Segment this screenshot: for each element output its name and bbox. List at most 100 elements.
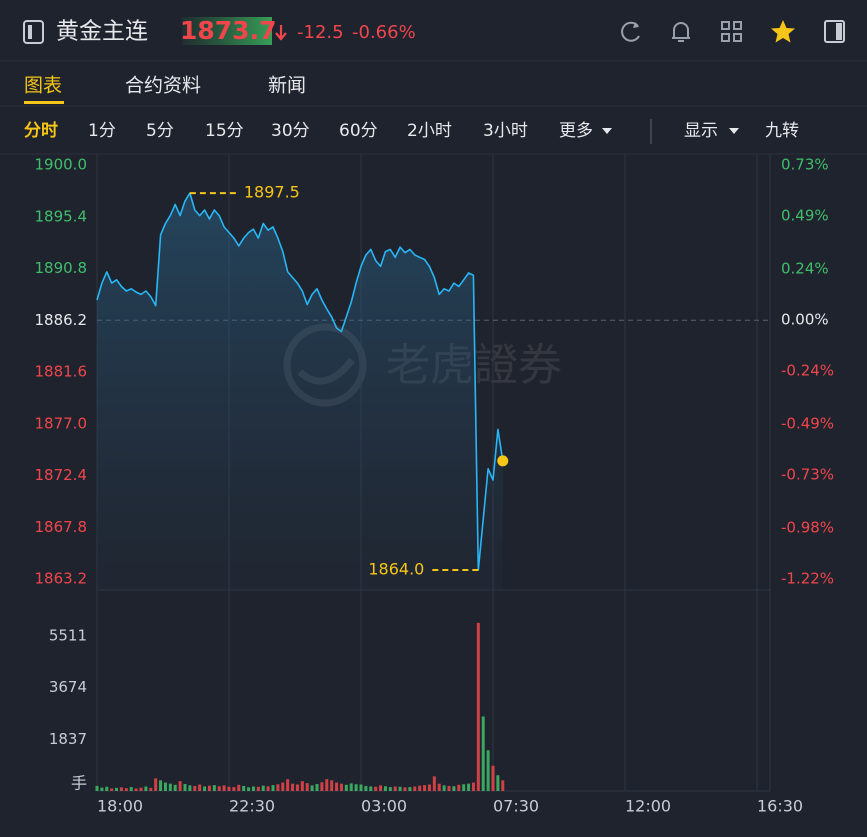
tab[interactable]: 图表 xyxy=(24,75,62,97)
volume-tick-label: 3674 xyxy=(49,678,87,696)
period-option[interactable]: 30分 xyxy=(271,121,310,141)
dropdown-caret xyxy=(729,128,739,134)
sidebar-icon[interactable] xyxy=(824,20,845,43)
volume-bar xyxy=(139,787,143,791)
volume-bar xyxy=(471,782,475,791)
volume-bar xyxy=(427,784,431,791)
refresh-icon-head xyxy=(633,22,639,28)
volume-bar xyxy=(295,784,299,791)
y-tick-label: 1886.2 xyxy=(35,311,88,329)
volume-bar xyxy=(212,785,216,791)
display-option[interactable]: 显示 xyxy=(684,121,718,141)
period-option[interactable]: 分时 xyxy=(24,121,58,141)
volume-bar xyxy=(432,776,436,791)
volume-bar xyxy=(129,787,133,791)
annotation-label: 1864.0 xyxy=(368,560,424,579)
last-price: 1873.7 xyxy=(180,16,276,45)
volume-bar xyxy=(325,779,329,791)
volume-bar xyxy=(203,786,207,791)
volume-bar xyxy=(266,786,270,791)
volume-bar xyxy=(462,784,466,791)
volume-bar xyxy=(207,785,211,791)
tab-underline xyxy=(24,101,64,104)
volume-bar xyxy=(452,786,456,791)
y2-tick-label: 0.00% xyxy=(781,310,829,328)
volume-bar xyxy=(305,783,309,791)
price-flash xyxy=(182,17,272,45)
volume-tick-label: 5511 xyxy=(49,627,87,645)
volume-bar xyxy=(491,765,495,791)
volume-bar xyxy=(486,750,490,791)
last-price-dot xyxy=(497,455,509,467)
volume-bar xyxy=(105,786,109,791)
volume-bar xyxy=(286,779,290,791)
volume-bar xyxy=(124,788,128,791)
favorite-star[interactable] xyxy=(771,20,795,43)
volume-bar xyxy=(198,784,202,791)
period-option[interactable]: 2小时 xyxy=(407,121,452,141)
period-option[interactable]: 更多 xyxy=(559,121,593,141)
volume-bar xyxy=(320,782,324,791)
volume-bar xyxy=(232,787,236,791)
volume-bar xyxy=(354,784,358,791)
y-tick-label: 1895.4 xyxy=(35,207,88,225)
annotation-label: 1897.5 xyxy=(244,183,300,202)
volume-bar xyxy=(447,785,451,791)
y2-tick-label: 0.24% xyxy=(781,260,829,278)
volume-bar xyxy=(217,786,221,791)
panel-icon[interactable] xyxy=(23,20,44,44)
y2-tick-label: 0.49% xyxy=(781,206,829,224)
volume-bar xyxy=(159,780,163,791)
tab[interactable]: 合约资料 xyxy=(125,75,201,97)
volume-tick-label: 1837 xyxy=(49,730,87,748)
display-option[interactable]: 九转 xyxy=(765,121,799,141)
period-option[interactable]: 60分 xyxy=(339,121,378,141)
x-tick-label: 16:30 xyxy=(757,797,803,816)
volume-bar xyxy=(242,785,246,791)
volume-bar xyxy=(379,785,383,791)
volume-bar xyxy=(481,716,485,791)
volume-bar xyxy=(115,787,119,791)
y2-tick-label: -0.98% xyxy=(781,519,834,537)
price-line xyxy=(96,192,504,571)
period-option[interactable]: 1分 xyxy=(88,121,116,141)
volume-bar xyxy=(339,783,343,791)
refresh-icon[interactable] xyxy=(621,21,640,42)
volume-bar xyxy=(193,785,197,791)
volume-bar xyxy=(437,783,441,791)
volume-bar xyxy=(110,788,114,791)
grid-icon[interactable] xyxy=(721,21,742,42)
volume-bar xyxy=(119,787,123,791)
y-tick-label: 1872.4 xyxy=(35,466,88,484)
volume-bar xyxy=(168,783,172,791)
volume-bar xyxy=(95,785,99,791)
volume-bar xyxy=(144,786,148,791)
y2-tick-label: -0.49% xyxy=(781,415,834,433)
volume-bar xyxy=(335,782,339,791)
volume-bar xyxy=(398,786,402,791)
volume-unit: 手 xyxy=(71,774,87,793)
period-option[interactable]: 15分 xyxy=(205,121,244,141)
volume-bar xyxy=(442,785,446,791)
volume-bar xyxy=(413,786,417,791)
period-option[interactable]: 3小时 xyxy=(483,121,528,141)
volume-bar xyxy=(501,780,505,791)
bell-icon[interactable] xyxy=(672,22,690,42)
volume-bar xyxy=(393,786,397,791)
volume-bar xyxy=(374,786,378,791)
period-option[interactable]: 5分 xyxy=(146,121,174,141)
tab[interactable]: 新闻 xyxy=(268,75,306,97)
volume-bar xyxy=(227,786,231,791)
volume-bar xyxy=(163,782,167,791)
volume-bar xyxy=(330,780,334,791)
volume-bar xyxy=(183,783,187,791)
volume-bar xyxy=(291,783,295,791)
volume-bar xyxy=(261,785,265,791)
volume-bar xyxy=(178,781,182,791)
volume-bar xyxy=(310,785,314,791)
volume-bar xyxy=(457,784,461,791)
volume-bar xyxy=(188,785,192,791)
volume-bar xyxy=(496,775,500,791)
price-area xyxy=(97,193,503,590)
